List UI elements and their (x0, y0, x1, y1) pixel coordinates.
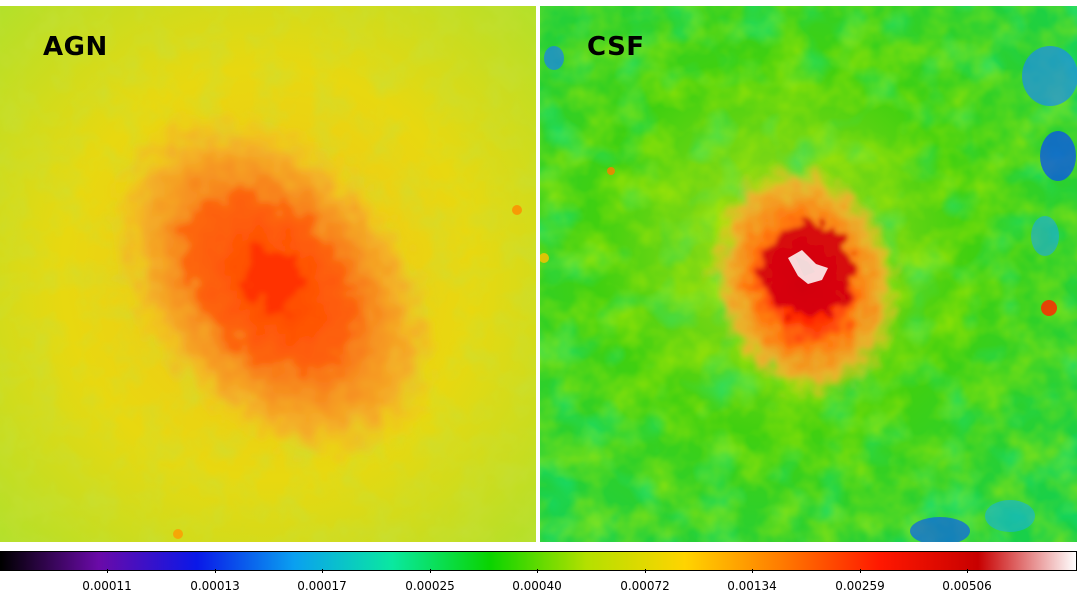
csf-map-image (540, 6, 1077, 542)
colorbar-tick (537, 569, 538, 573)
colorbar (0, 551, 1077, 571)
agn-panel-label: AGN (43, 32, 108, 62)
colorbar-tick-label: 0.00025 (405, 579, 455, 593)
colorbar-tick (215, 569, 216, 573)
colorbar-tick-label: 0.00011 (82, 579, 132, 593)
csf-map-panel: CSF (540, 6, 1077, 542)
colorbar-tick (645, 569, 646, 573)
colorbar-tick-label: 0.00134 (727, 579, 777, 593)
colorbar-tick-label: 0.00506 (942, 579, 992, 593)
colorbar-tick (322, 569, 323, 573)
colorbar-tick (967, 569, 968, 573)
colorbar-tick-label: 0.00259 (835, 579, 885, 593)
agn-map-panel: AGN (0, 6, 536, 542)
colorbar-tick (752, 569, 753, 573)
agn-map-image (0, 6, 536, 542)
colorbar-tick (107, 569, 108, 573)
colorbar-tick (860, 569, 861, 573)
csf-panel-label: CSF (587, 32, 645, 62)
colorbar-tick-label: 0.00017 (297, 579, 347, 593)
colorbar-tick (430, 569, 431, 573)
colorbar-tick-label: 0.00013 (190, 579, 240, 593)
colorbar-tick-label: 0.00040 (512, 579, 562, 593)
colorbar-gradient (1, 552, 1076, 570)
colorbar-tick-label: 0.00072 (620, 579, 670, 593)
